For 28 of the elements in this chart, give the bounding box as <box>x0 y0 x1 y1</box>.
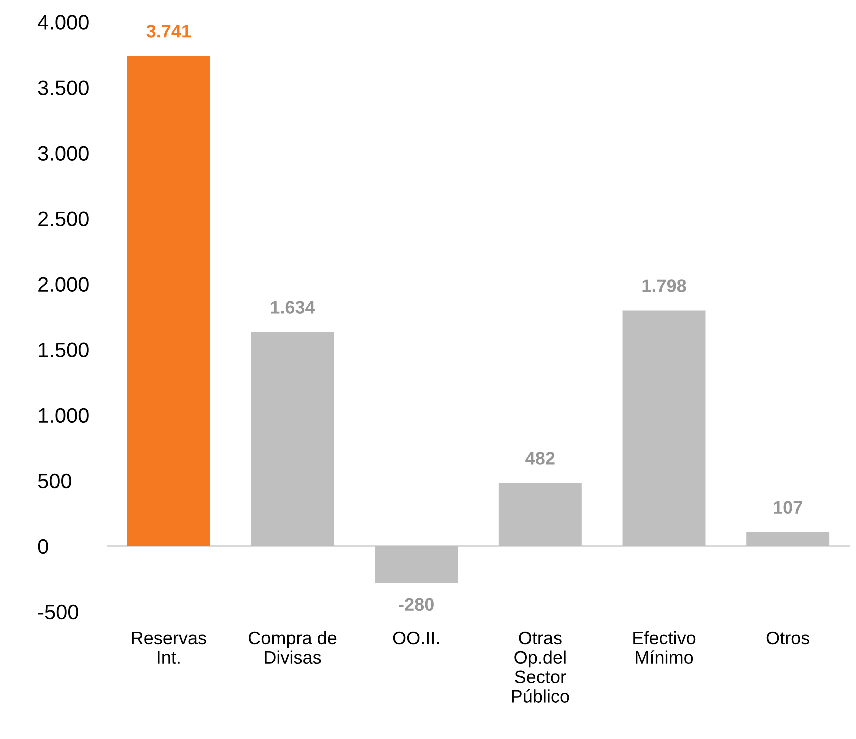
bar <box>375 546 458 584</box>
y-tick-label: 500 <box>38 474 72 489</box>
y-tick-label: 1.500 <box>39 342 89 358</box>
y-tick-label: 0 <box>38 539 48 554</box>
x-tick-label: Compra de Divisas <box>249 631 337 664</box>
y-tick-label: 4.000 <box>38 15 89 30</box>
x-tick-label: Efectivo Mínimo <box>634 631 696 664</box>
x-tick-label: Otras Op.del Sector Público <box>512 632 570 703</box>
data-label: 1.634 <box>271 301 316 314</box>
bar <box>127 56 210 546</box>
bar <box>251 332 334 546</box>
bar <box>498 483 582 546</box>
x-tick-label: Otros <box>766 632 810 645</box>
y-tick-label: 3.500 <box>38 80 89 96</box>
data-label: -280 <box>399 598 434 612</box>
data-label: 107 <box>774 501 802 514</box>
y-tick-label: -500 <box>38 604 78 620</box>
x-tick-label: Reservas Int. <box>132 632 206 664</box>
data-label: 3.741 <box>146 25 192 38</box>
data-label: 482 <box>526 452 555 465</box>
y-tick-label: 2.500 <box>38 212 89 226</box>
x-tick-label: OO.II. <box>393 632 440 645</box>
y-tick-label: 2.000 <box>38 277 89 292</box>
y-tick-label: 1.000 <box>39 408 89 424</box>
bar <box>622 310 706 546</box>
y-tick-label: 3.000 <box>38 146 89 161</box>
bar <box>746 532 830 546</box>
data-label: 1.798 <box>642 280 686 292</box>
